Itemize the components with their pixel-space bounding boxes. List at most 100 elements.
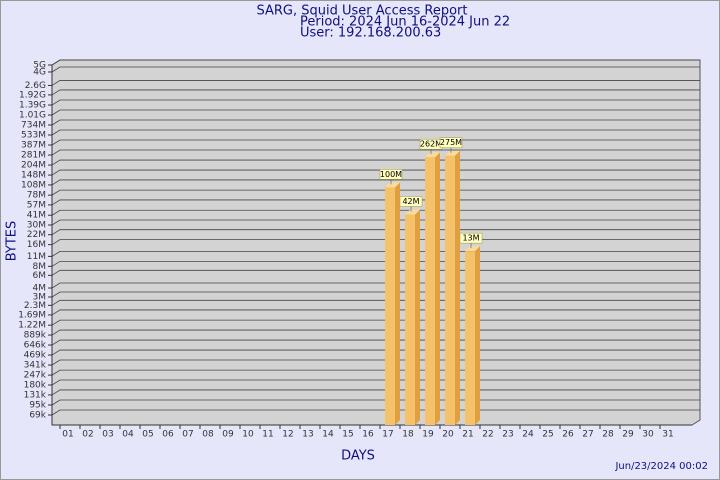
bar-top (405, 209, 420, 215)
x-tick-label: 09 (222, 430, 234, 440)
grid-line (51, 59, 700, 66)
value-label: 275M (440, 138, 462, 147)
grid-line (51, 109, 700, 116)
y-tick-label: 131k (24, 390, 47, 400)
y-tick-label: 4G (33, 67, 46, 77)
grid-line (51, 89, 700, 96)
bar-side (455, 150, 460, 425)
bar (405, 214, 415, 425)
x-tick-label: 03 (102, 430, 113, 440)
bar (425, 157, 435, 425)
y-tick-label: 30M (27, 221, 46, 231)
y-tick-label: 95k (29, 400, 46, 410)
grid-line (51, 349, 700, 356)
y-tick-label: 533M (21, 131, 46, 141)
y-tick-label: 41M (27, 211, 46, 221)
x-tick-label: 29 (622, 430, 634, 440)
bar-side (415, 209, 420, 425)
grid-line (51, 66, 700, 73)
y-tick-label: 4M (33, 284, 47, 294)
x-axis-label: DAYS (341, 449, 375, 464)
y-tick-label: 387M (21, 141, 46, 151)
x-tick-label: 19 (422, 430, 434, 440)
y-tick-label: 148M (21, 171, 46, 181)
x-tick-label: 14 (322, 430, 334, 440)
y-tick-label: 1.01G (19, 111, 46, 121)
x-tick-label: 15 (342, 430, 353, 440)
x-tick-label: 30 (642, 430, 654, 440)
x-tick-label: 26 (562, 430, 574, 440)
grid-line (51, 169, 700, 176)
value-label: 42M (402, 197, 419, 206)
grid-line (51, 260, 700, 267)
grid-line (51, 159, 700, 166)
x-tick-label: 02 (82, 430, 93, 440)
grid-line (51, 369, 700, 376)
x-tick-label: 05 (142, 430, 153, 440)
grid-line (51, 339, 700, 346)
x-tick-label: 16 (362, 430, 374, 440)
grid-line (51, 329, 700, 336)
y-tick-label: 11M (27, 252, 46, 262)
bar-side (395, 182, 400, 425)
y-tick-label: 734M (21, 121, 46, 131)
x-tick-label: 13 (302, 430, 313, 440)
y-tick-label: 469k (24, 351, 47, 361)
grid-line (51, 179, 700, 186)
x-tick-label: 21 (462, 430, 473, 440)
x-tick-label: 20 (442, 430, 454, 440)
grid-line (51, 80, 700, 86)
x-tick-label: 01 (62, 430, 73, 440)
y-tick-label: 889k (24, 331, 47, 341)
y-tick-label: 247k (24, 371, 47, 381)
value-label: 262M (420, 140, 442, 149)
subtitle: Period: 2024 Jun 16-2024 Jun 22 (300, 15, 510, 30)
x-tick-label: 27 (582, 430, 593, 440)
x-tick-label: 12 (282, 430, 293, 440)
y-tick-label: 78M (27, 191, 46, 201)
x-tick-label: 23 (502, 430, 513, 440)
value-label: 13M (462, 234, 479, 243)
x-tick-label: 28 (602, 430, 614, 440)
grid-line (51, 239, 700, 245)
footer: Jun/23/2024 00:02 (614, 461, 708, 472)
grid-line (51, 250, 700, 257)
x-tick-label: 07 (182, 430, 193, 440)
subtitle: User: 192.168.200.63 (300, 26, 441, 41)
y-tick-label: 5G (33, 61, 46, 71)
grid-line (51, 119, 700, 126)
bar (385, 187, 395, 425)
y-axis-label: BYTES (5, 221, 20, 262)
y-tick-label: 3M (33, 293, 47, 303)
grid-line (51, 359, 700, 366)
grid-line (51, 189, 700, 196)
bar-top (425, 152, 440, 158)
grid-line (51, 149, 700, 156)
x-tick-label: 06 (162, 430, 174, 440)
grid-line (51, 139, 700, 146)
bar-top (445, 150, 460, 156)
y-tick-label: 2.6G (25, 81, 46, 91)
y-tick-label: 1.39G (19, 101, 46, 111)
y-tick-label: 341k (24, 361, 47, 371)
grid-line (51, 389, 700, 396)
grid-line (51, 209, 700, 216)
grid-line (51, 199, 700, 206)
bar (465, 251, 475, 425)
y-tick-label: 57M (27, 200, 46, 210)
bar-top (385, 182, 400, 188)
x-tick-label: 22 (482, 430, 493, 440)
y-tick-label: 204M (21, 161, 46, 171)
grid-line (51, 379, 700, 386)
grid-line (51, 299, 700, 306)
bar-side (435, 152, 440, 425)
y-tick-label: 6M (33, 271, 47, 281)
grid-line (51, 291, 700, 298)
y-tick-label: 281M (21, 151, 46, 161)
bar-top (465, 246, 480, 252)
y-tick-label: 108M (21, 180, 46, 190)
grid-line (51, 409, 700, 416)
x-tick-label: 24 (522, 430, 534, 440)
